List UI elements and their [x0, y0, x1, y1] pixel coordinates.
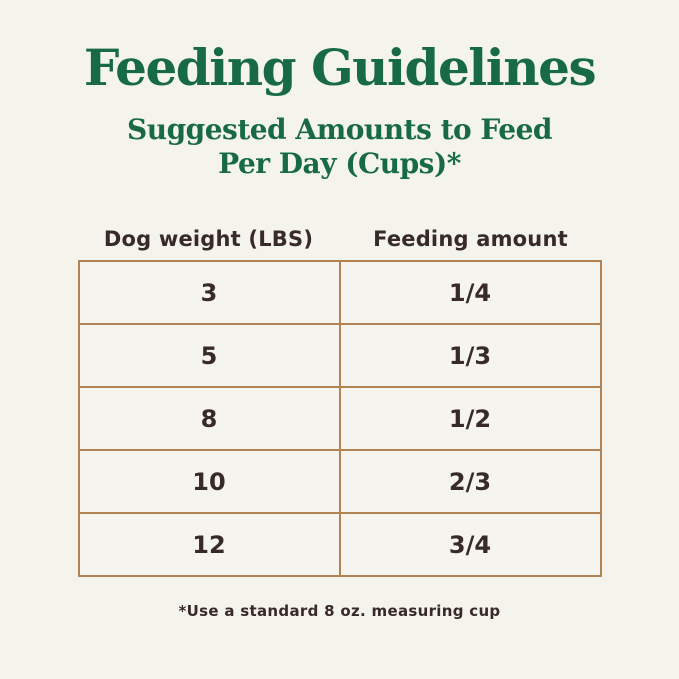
table-row: 10 2/3 [77, 449, 602, 515]
table-row: 8 1/2 [77, 386, 602, 452]
table-row: 5 1/3 [77, 323, 602, 389]
feeding-table: 3 1/4 5 1/3 8 1/2 10 2/3 12 3/4 [77, 260, 602, 578]
weight-cell: 5 [77, 323, 341, 389]
feeding-table-section: Dog weight (LBS) Feeding amount 3 1/4 5 … [77, 227, 602, 578]
weight-cell: 3 [77, 260, 341, 326]
amount-cell: 1/3 [338, 323, 602, 389]
weight-cell: 8 [77, 386, 341, 452]
amount-cell: 1/4 [338, 260, 602, 326]
page-title: Feeding Guidelines [83, 38, 597, 97]
subtitle-line-1: Suggested Amounts to Feed [127, 113, 553, 146]
amount-cell: 2/3 [338, 449, 602, 515]
column-header-dog-weight: Dog weight (LBS) [103, 227, 314, 252]
amount-cell: 1/2 [338, 386, 602, 452]
subtitle-line-2: Per Day (Cups)* [218, 147, 461, 181]
table-row: 12 3/4 [77, 512, 602, 578]
measuring-cup-footnote: *Use a standard 8 oz. measuring cup [178, 602, 501, 621]
weight-cell: 12 [77, 512, 341, 578]
column-header-feeding-amount: Feeding amount [373, 227, 568, 252]
table-row: 3 1/4 [77, 260, 602, 326]
page-subtitle: Suggested Amounts to Feed Per Day (Cups)… [0, 113, 679, 181]
table-column-headers: Dog weight (LBS) Feeding amount [78, 227, 602, 251]
weight-cell: 10 [77, 449, 341, 515]
amount-cell: 3/4 [338, 512, 602, 578]
